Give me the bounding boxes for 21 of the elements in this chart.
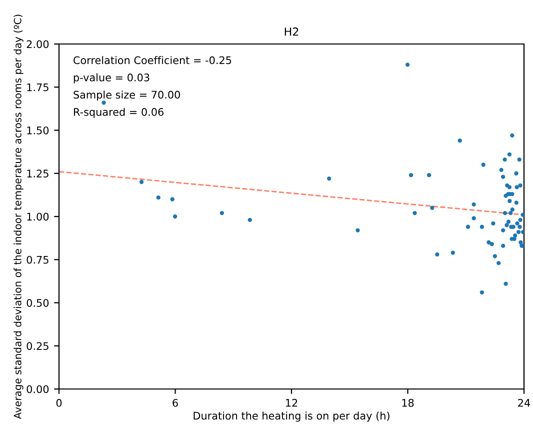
chart-title: H2: [284, 27, 298, 36]
x-tick-label: 24: [518, 398, 530, 407]
y-tick-label: 0.75: [26, 256, 48, 264]
annotation: R-squared = 0.06: [74, 108, 164, 118]
y-tick-label: 0.25: [26, 342, 48, 350]
y-tick-label: 2.00: [26, 40, 49, 48]
y-tick-label: 1.25: [27, 170, 48, 178]
annotation: p-value = 0.03: [74, 73, 150, 84]
y-tick-label: 0.50: [26, 298, 49, 307]
y-axis-title: Average standard deviation of the indoor temperature across rooms per day (ºC): [14, 14, 24, 420]
y-tick-label: 1.00: [27, 212, 49, 221]
x-tick-label: 0: [56, 398, 62, 407]
x-tick-label: 12: [286, 398, 298, 407]
x-tick-label: 18: [402, 398, 414, 407]
annotation: Sample size = 70.00: [74, 90, 180, 101]
annotation: Correlation Coefficient = -0.25: [74, 56, 232, 64]
x-axis-title: Duration the heating is on per day (h): [194, 412, 390, 422]
x-tick-label: 6: [172, 398, 178, 407]
y-tick-label: 1.75: [27, 83, 48, 92]
y-tick-label: 0.00: [26, 385, 49, 394]
y-tick-label: 1.50: [27, 126, 49, 134]
